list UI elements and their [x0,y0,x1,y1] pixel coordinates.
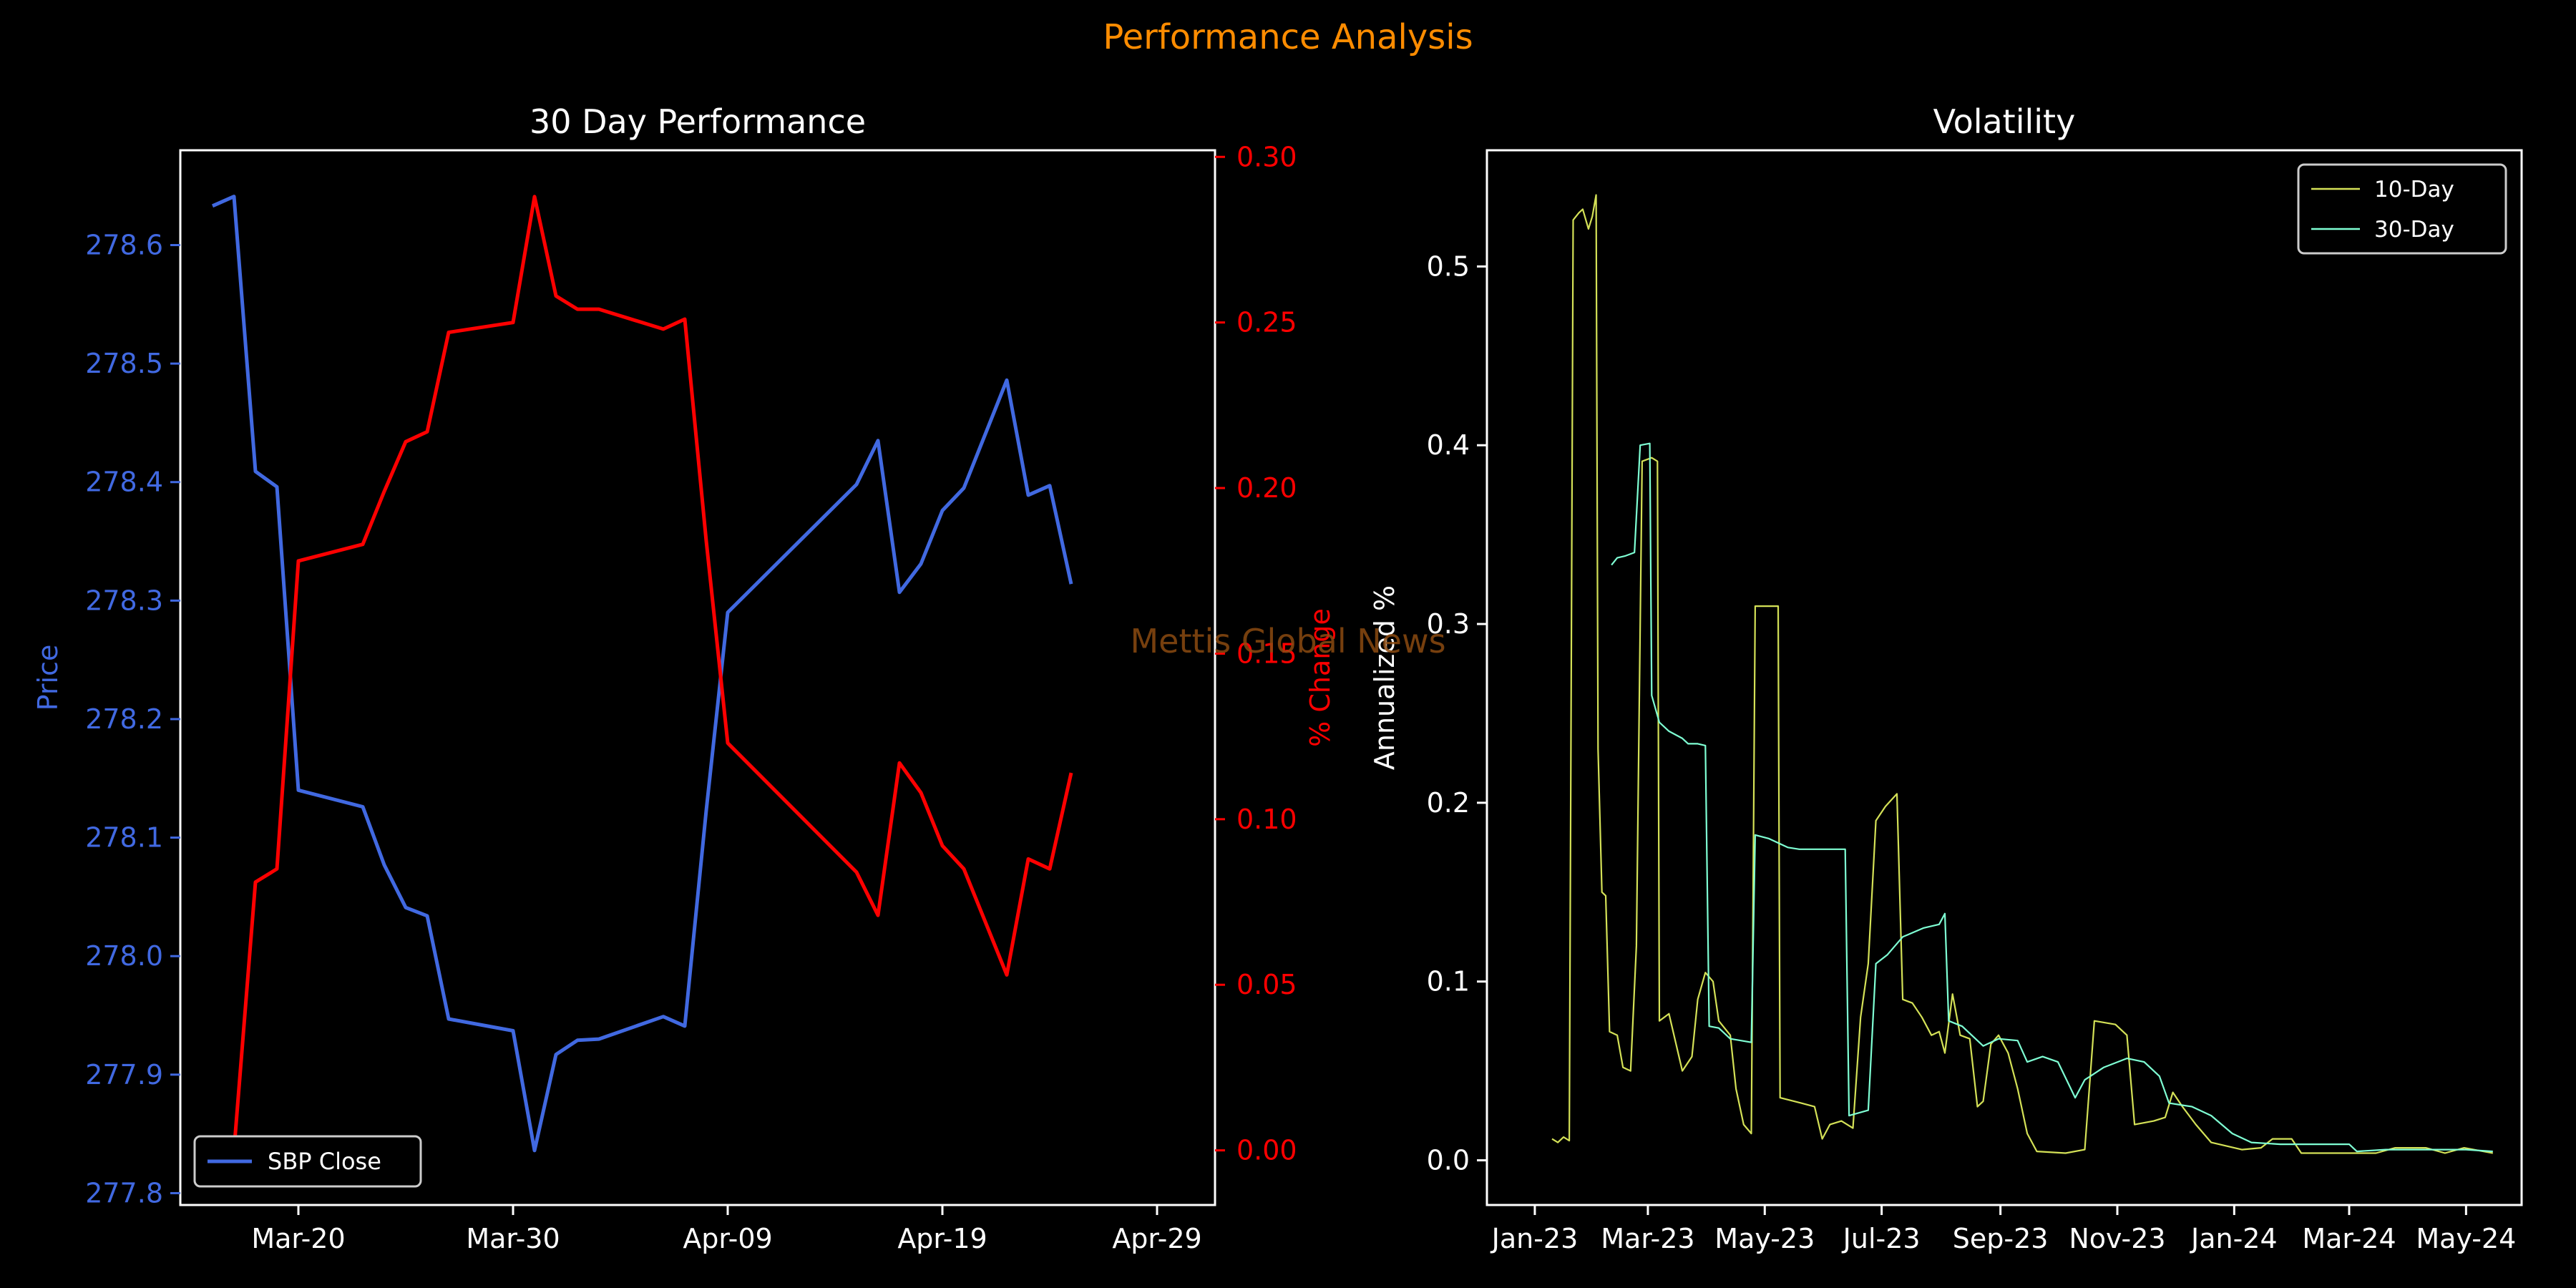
chart-30-day-performance: 30 Day Performance Mar-20 Mar-30 Apr-09 Apr-… [32,102,1336,1254]
series-line-30-day [1611,442,2493,1153]
x-tick-label: May-23 [1714,1223,1815,1254]
y-tick-label: 277.8 [85,1177,163,1209]
x-tick-label: Apr-29 [1112,1223,1201,1254]
figure-suptitle: Performance Analysis [1103,17,1473,57]
y-tick-label: 0.5 [1427,250,1470,282]
y-tick-label: 278.0 [85,940,163,972]
y-tick-label: 278.4 [85,467,163,498]
chart-title: 30 Day Performance [530,102,866,141]
x-tick-label: Mar-30 [466,1223,560,1254]
y-tick-label: 0.4 [1427,429,1470,461]
y-tick-label: 278.5 [85,348,163,379]
y-right-tick-label: 0.20 [1236,472,1297,504]
x-tick-label: Jan-23 [1491,1223,1579,1254]
x-tick-label: Mar-23 [1601,1223,1694,1254]
chart-title: Volatility [1933,102,2076,141]
x-tick-label: May-24 [2416,1223,2516,1254]
y-right-axis-label: % Change [1304,608,1336,747]
legend-box [2297,163,2507,255]
axes-frame [179,149,1216,1206]
y-tick-label: 0.3 [1427,608,1470,640]
legend-label: 30-Day [2374,217,2454,243]
x-tick-label: Nov-23 [2069,1223,2165,1254]
watermark: Mettis Global News [1130,622,1445,660]
y-axis-label: Price [32,645,64,711]
series-line-sbp-close [211,195,1073,1153]
y-tick-label: 278.1 [85,822,163,854]
legend-box [193,1135,422,1188]
x-tick-label: Sep-23 [1953,1223,2049,1254]
y-right-tick-label: 0.00 [1236,1135,1297,1166]
legend-label: 10-Day [2374,177,2454,203]
y-tick-label: 0.0 [1427,1145,1470,1176]
chart-volatility: Volatility Jan-23 Mar-23 May-23 Jul-23 Sep-23… [1369,102,2523,1254]
y-right-tick-label: 0.30 [1236,141,1297,172]
x-tick-label: Mar-24 [2302,1223,2396,1254]
legend: 10-Day 30-Day [2297,163,2507,255]
y-tick-label: 278.2 [85,703,163,735]
x-tick-label: Jan-24 [2190,1223,2278,1254]
y-right-tick-label: 0.25 [1236,307,1297,338]
y-right-tick-label: 0.05 [1236,969,1297,1000]
x-tick-label: Jul-23 [1842,1223,1921,1254]
axes-frame [1485,149,2523,1206]
y-tick-label: 0.1 [1427,966,1470,997]
y-right-tick-label: 0.15 [1236,638,1297,669]
y-tick-label: 278.6 [85,229,163,260]
series-line-10-day [1551,194,2493,1154]
y-tick-label: 0.2 [1427,787,1470,819]
x-tick-label: Apr-19 [897,1223,987,1254]
x-tick-label: Mar-20 [251,1223,345,1254]
legend: SBP Close [193,1135,422,1188]
series-line-pct-change [212,195,1073,1153]
y-right-tick-label: 0.10 [1236,804,1297,835]
y-tick-label: 278.3 [85,585,163,616]
y-axis-label: Annualized % [1369,585,1400,770]
x-tick-label: Apr-09 [683,1223,772,1254]
legend-label: SBP Close [268,1148,381,1175]
y-tick-label: 277.9 [85,1059,163,1091]
